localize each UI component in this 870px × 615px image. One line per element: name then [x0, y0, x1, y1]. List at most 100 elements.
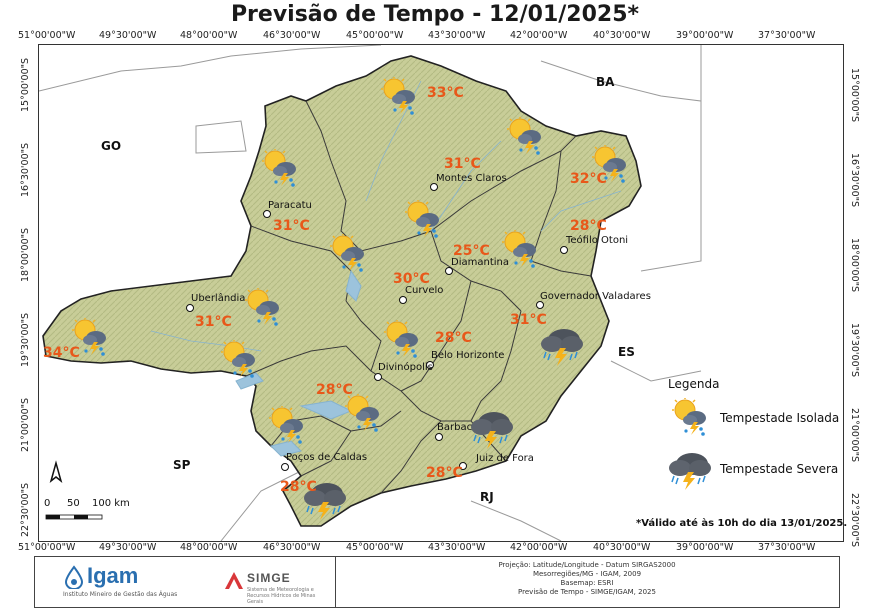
coord-top-9: 37°30'00"W	[758, 30, 816, 41]
city-label: Divinópolis	[378, 362, 433, 373]
severe-storm-icon	[540, 328, 584, 367]
city-marker	[430, 183, 438, 191]
footer: Igam Instituto Mineiro de Gestão das Águ…	[34, 556, 840, 608]
igam-logo-text: Igam	[87, 563, 139, 588]
city-marker	[281, 463, 289, 471]
city-label: Barbacena	[437, 422, 491, 433]
coord-right-2: 18°00'00"S	[849, 238, 860, 293]
credit-line-basemap: Basemap: ESRI	[560, 579, 614, 587]
forecast-temperature: 31°C	[195, 314, 232, 330]
isolated-storm-icon	[269, 406, 304, 445]
scale-label-50: 50	[67, 498, 80, 509]
city-label: Diamantina	[451, 257, 509, 268]
footer-divider	[335, 557, 336, 607]
neighbor-borders	[39, 45, 702, 541]
forecast-temperature: 30°C	[393, 271, 430, 287]
city-label: Poços de Caldas	[286, 452, 368, 463]
forecast-temperature: 31°C	[273, 218, 310, 234]
forecast-temperature: 28°C	[426, 465, 463, 481]
city-marker	[374, 373, 382, 381]
water-bodies	[235, 269, 362, 457]
city-marker	[445, 267, 453, 275]
forecast-temperature: 25°C	[453, 243, 490, 259]
coord-top-1: 49°30'00"W	[99, 30, 157, 41]
simge-logo-icon	[225, 572, 243, 589]
city-label: Governador Valadares	[540, 291, 651, 302]
map-title: Previsão de Tempo - 12/01/2025*	[230, 2, 640, 27]
map-frame	[38, 44, 844, 542]
legend-label-isolated: Tempestade Isolada	[720, 411, 840, 425]
coord-right-5: 22°30'00"S	[849, 493, 860, 548]
legend-title: Legenda	[668, 377, 720, 391]
city-label: Curvelo	[405, 285, 444, 296]
isolated-storm-icon	[507, 117, 542, 156]
severe-storm-icon	[470, 411, 514, 450]
coord-top-2: 48°00'00"W	[180, 30, 238, 41]
coord-right-3: 19°30'00"S	[849, 323, 860, 378]
city-marker	[560, 246, 568, 254]
isolated-storm-icon	[384, 320, 419, 359]
map-canvas	[39, 45, 702, 541]
forecast-temperature: 28°C	[570, 218, 607, 234]
credit-line-projection: Projeção: Latitude/Longitude - Datum SIR…	[498, 561, 676, 569]
city-marker	[536, 301, 544, 309]
credit-line-mesoregions: Mesorregiões/MG - IGAM, 2009	[532, 570, 642, 578]
coord-left-0: 15°00'00"S	[20, 57, 31, 112]
coord-bottom-5: 43°30'00"W	[428, 542, 486, 553]
igam-logo-icon	[64, 565, 84, 589]
isolated-storm-icon	[502, 230, 537, 269]
city-label: Teófilo Otoni	[566, 235, 629, 246]
scale-label-100: 100 km	[92, 498, 130, 509]
isolated-storm-icon	[262, 149, 297, 188]
city-marker	[263, 210, 271, 218]
coord-bottom-2: 48°00'00"W	[180, 542, 238, 553]
coord-top-0: 51°00'00"W	[18, 30, 76, 41]
coord-bottom-4: 45°00'00"W	[346, 542, 404, 553]
coord-left-2: 18°00'00"S	[20, 227, 31, 282]
state-label-ba: BA	[596, 75, 615, 89]
coord-right-1: 16°30'00"S	[849, 153, 860, 208]
coord-bottom-3: 46°30'00"W	[263, 542, 321, 553]
forecast-temperature: 31°C	[510, 312, 547, 328]
state-label-es: ES	[618, 345, 635, 359]
city-label: Paracatu	[268, 200, 312, 211]
isolated-storm-icon	[245, 288, 280, 327]
city-label: Uberlândia	[191, 293, 246, 304]
isolated-storm-icon	[381, 77, 416, 116]
isolated-storm-icon	[405, 200, 440, 239]
isolated-storm-icon	[672, 398, 707, 437]
coord-top-4: 45°00'00"W	[346, 30, 404, 41]
state-label-rj: RJ	[480, 490, 494, 504]
coord-left-5: 22°30'00"S	[20, 482, 31, 537]
isolated-storm-icon	[221, 340, 256, 379]
city-marker	[426, 361, 434, 369]
igam-subtitle: Instituto Mineiro de Gestão das Águas	[63, 591, 178, 598]
forecast-temperature: 28°C	[280, 479, 317, 495]
mg-state-area	[42, 55, 642, 527]
coord-top-6: 42°00'00"W	[510, 30, 568, 41]
coord-top-5: 43°30'00"W	[428, 30, 486, 41]
scale-label-0: 0	[44, 498, 51, 509]
city-marker	[186, 304, 194, 312]
isolated-storm-icon	[330, 234, 365, 273]
forecast-temperature: 28°C	[316, 382, 353, 398]
validity-note: *Válido até às 10h do dia 13/01/2025.	[636, 518, 848, 529]
forecast-temperature: 28°C	[435, 330, 472, 346]
coord-top-8: 39°00'00"W	[676, 30, 734, 41]
city-label: Montes Claros	[436, 173, 507, 184]
forecast-temperature: 34°C	[43, 345, 80, 361]
coord-right-0: 15°00'00"S	[849, 68, 860, 123]
coord-bottom-9: 37°30'00"W	[758, 542, 816, 553]
coord-bottom-6: 42°00'00"W	[510, 542, 568, 553]
coord-left-3: 19°30'00"S	[20, 312, 31, 367]
forecast-temperature: 31°C	[444, 156, 481, 172]
state-label-sp: SP	[173, 458, 191, 472]
north-arrow	[49, 460, 63, 484]
isolated-storm-icon	[345, 394, 380, 433]
city-label: Juiz de Fora	[476, 453, 534, 464]
coord-bottom-0: 51°00'00"W	[18, 542, 76, 553]
coord-right-4: 21°00'00"S	[849, 408, 860, 463]
coord-bottom-8: 39°00'00"W	[676, 542, 734, 553]
coord-bottom-1: 49°30'00"W	[99, 542, 157, 553]
city-marker	[399, 296, 407, 304]
